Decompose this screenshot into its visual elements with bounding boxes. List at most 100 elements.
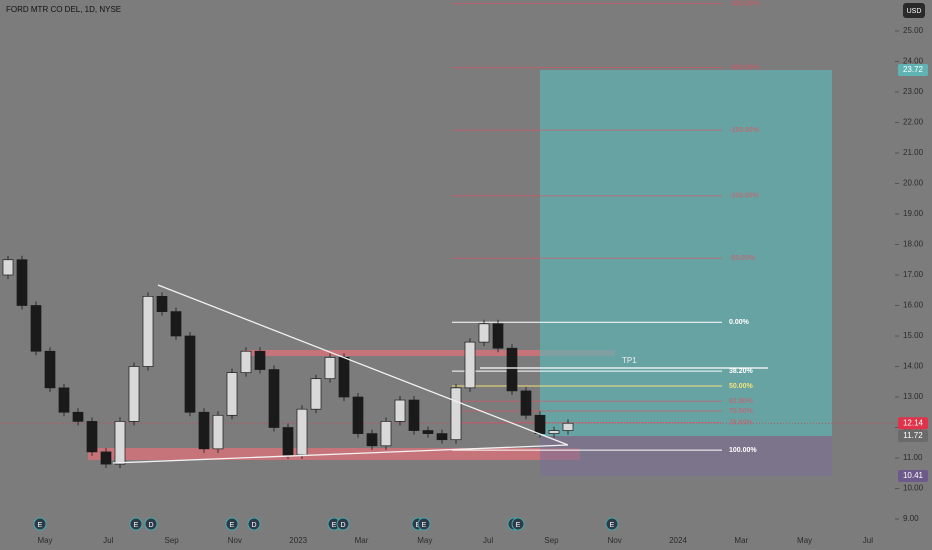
candle [450, 387, 462, 441]
event-letter: D [148, 522, 153, 529]
event-icon [511, 517, 525, 531]
candle [58, 387, 70, 413]
currency-label[interactable]: USD [907, 8, 922, 15]
event-icon [417, 517, 431, 531]
candle [128, 366, 140, 422]
event-letter: E [516, 522, 521, 529]
y-tick-label: 25.00 [903, 26, 924, 35]
candle [310, 378, 322, 410]
x-tick-label: 2024 [669, 536, 687, 545]
fib-label: 38.20% [729, 368, 754, 375]
x-tick-label: Sep [164, 536, 179, 545]
candle [562, 422, 574, 431]
fib-label: -200.00% [729, 64, 760, 71]
candle [86, 421, 98, 453]
profit-zone [540, 70, 832, 437]
x-tick-label: Jul [863, 536, 873, 545]
event-icon [144, 517, 158, 531]
candle [30, 305, 42, 352]
candle [240, 350, 252, 373]
event-letter: E [134, 522, 139, 529]
y-tick-label: 11.00 [903, 453, 923, 462]
fib-label: -250.00% [729, 0, 760, 7]
candle [534, 414, 546, 434]
candle [184, 335, 196, 413]
event-icon [605, 517, 619, 531]
candle [212, 414, 224, 450]
symbol-title: FORD MTR CO DEL, 1D, NYSE [6, 5, 121, 14]
fib-label: 0.00% [729, 319, 750, 326]
candle [268, 369, 280, 428]
x-tick-label: Jul [483, 536, 493, 545]
candle [324, 357, 336, 380]
y-tick-label: 23.00 [903, 87, 924, 96]
fib-label: 61.80% [729, 398, 754, 405]
y-tick-label: 24.00 [903, 57, 924, 66]
event-letter: E [332, 522, 337, 529]
fib-label: 100.00% [729, 447, 757, 454]
y-tick-label: 14.00 [903, 362, 924, 371]
event-icon [336, 517, 350, 531]
price-tag [898, 64, 928, 77]
x-tick-label: May [417, 536, 432, 545]
y-tick-label: 13.00 [903, 392, 924, 401]
price-tag-label: 12.14 [903, 418, 924, 427]
y-tick-label: 20.00 [903, 179, 924, 188]
candle [114, 421, 126, 465]
fib-label: -150.00% [729, 127, 760, 134]
candle [338, 357, 350, 398]
y-tick-label: 22.00 [903, 118, 924, 127]
candle [72, 411, 84, 422]
candle [198, 411, 210, 450]
candle [464, 341, 476, 389]
price-axis [895, 0, 932, 550]
event-letter: E [422, 522, 427, 529]
candle [100, 451, 112, 465]
candle [394, 399, 406, 422]
x-tick-label: Mar [734, 536, 748, 545]
resistance-zone [245, 350, 615, 356]
x-tick-label: Jul [103, 536, 113, 545]
price-tag [898, 469, 928, 482]
candle [422, 430, 434, 434]
candle [436, 433, 448, 441]
candle [478, 323, 490, 343]
candle [170, 311, 182, 337]
x-tick-label: Mar [355, 536, 369, 545]
candle [282, 427, 294, 456]
loss-zone [540, 436, 832, 476]
candle [366, 433, 378, 447]
x-tick-label: Nov [608, 536, 622, 545]
event-icon [33, 517, 47, 531]
y-tick-label: 15.00 [903, 331, 924, 340]
fib-label: 50.00% [729, 383, 754, 390]
candle [352, 396, 364, 434]
event-icon [247, 517, 261, 531]
fib-label: -100.00% [729, 193, 760, 200]
price-tag [898, 417, 928, 430]
candle [2, 259, 14, 276]
x-tick-label: May [797, 536, 812, 545]
y-tick-label: 21.00 [903, 148, 924, 157]
y-tick-label: 10.00 [903, 484, 924, 493]
triangle-lower [112, 444, 569, 464]
event-letter: E [38, 522, 43, 529]
fib-label: 78.60% [729, 419, 754, 426]
candle [16, 259, 28, 306]
candle [142, 296, 154, 367]
x-tick-label: May [37, 536, 52, 545]
y-tick-label: 17.00 [903, 270, 924, 279]
y-tick-label: 19.00 [903, 209, 924, 218]
event-letter: E [230, 522, 235, 529]
event-letter: D [251, 522, 256, 529]
candle [506, 347, 518, 392]
event-letter: D [340, 522, 345, 529]
currency-button[interactable] [903, 3, 925, 18]
fib-label: -50.00% [729, 255, 756, 262]
candle [380, 421, 392, 447]
x-tick-label: 2023 [289, 536, 307, 545]
x-tick-label: Sep [544, 536, 559, 545]
y-tick-label: 16.00 [903, 301, 924, 310]
candle [156, 296, 168, 312]
price-tag [898, 430, 928, 443]
